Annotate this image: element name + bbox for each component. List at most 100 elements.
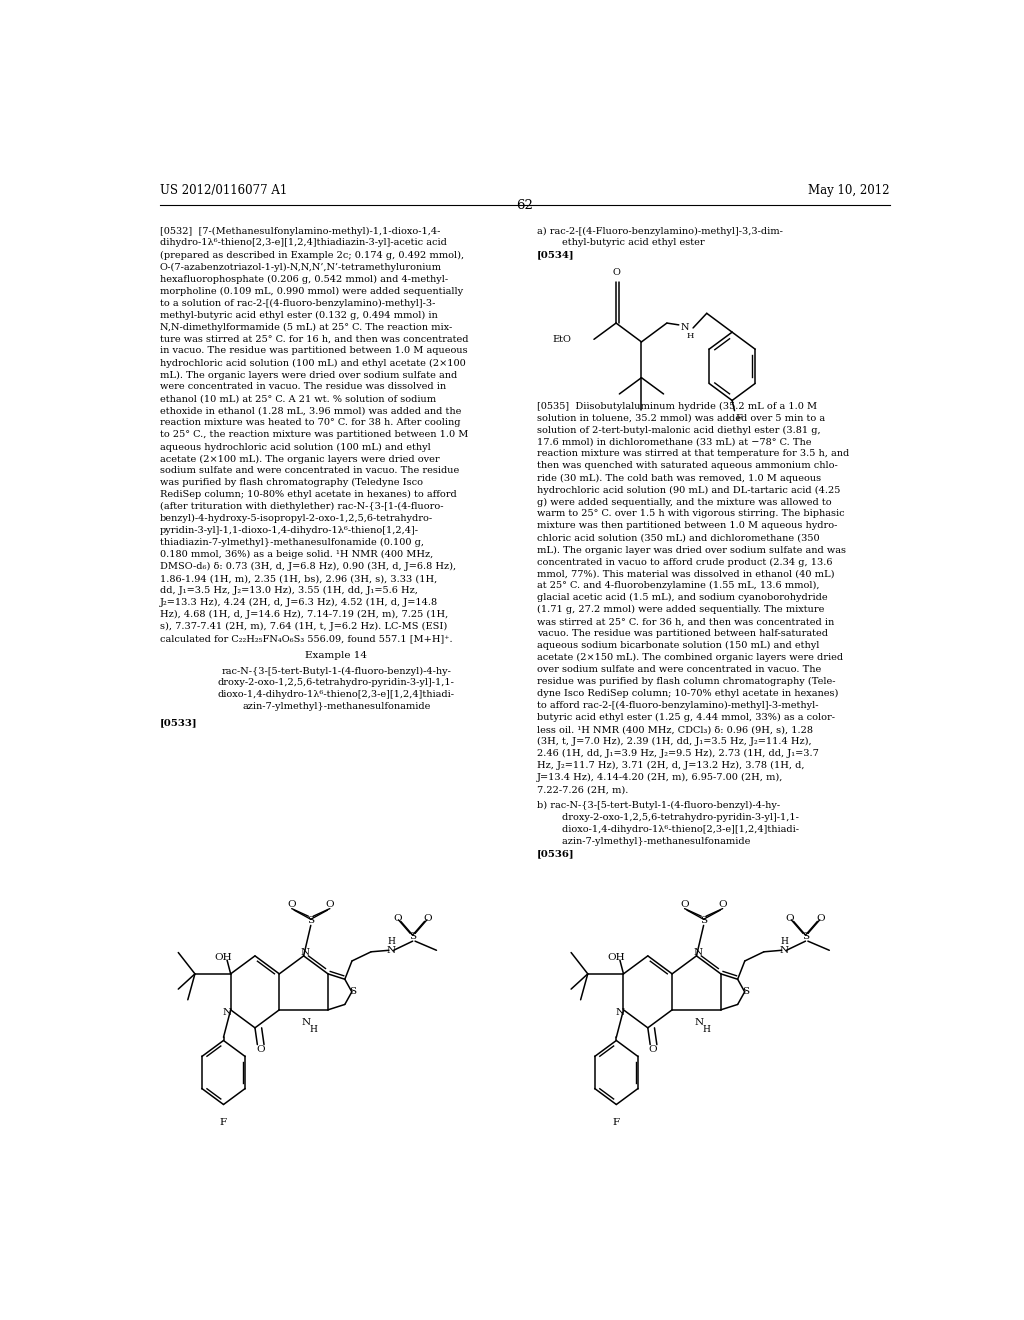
Text: N: N [615, 1008, 625, 1018]
Text: vacuo. The residue was partitioned between half-saturated: vacuo. The residue was partitioned betwe… [537, 630, 827, 639]
Text: thiadiazin-7-ylmethyl}-methanesulfonamide (0.100 g,: thiadiazin-7-ylmethyl}-methanesulfonamid… [160, 539, 424, 548]
Text: H: H [780, 937, 788, 945]
Text: hexafluorophosphate (0.206 g, 0.542 mmol) and 4-methyl-: hexafluorophosphate (0.206 g, 0.542 mmol… [160, 275, 447, 284]
Text: a) rac-2-[(4-Fluoro-benzylamino)-methyl]-3,3-dim-: a) rac-2-[(4-Fluoro-benzylamino)-methyl]… [537, 227, 782, 236]
Text: 17.6 mmol) in dichloromethane (33 mL) at −78° C. The: 17.6 mmol) in dichloromethane (33 mL) at… [537, 437, 811, 446]
Text: acetate (2×150 mL). The combined organic layers were dried: acetate (2×150 mL). The combined organic… [537, 653, 843, 663]
Text: [0536]: [0536] [537, 849, 574, 858]
Text: (after trituration with diethylether) rac-N-{3-[1-(4-fluoro-: (after trituration with diethylether) ra… [160, 503, 443, 511]
Text: ture was stirred at 25° C. for 16 h, and then was concentrated: ture was stirred at 25° C. for 16 h, and… [160, 334, 468, 343]
Text: O: O [785, 913, 795, 923]
Text: OH: OH [215, 953, 232, 961]
Text: OH: OH [607, 953, 625, 961]
Text: N: N [222, 1008, 231, 1018]
Text: dd, J₁=3.5 Hz, J₂=13.0 Hz), 3.55 (1H, dd, J₁=5.6 Hz,: dd, J₁=3.5 Hz, J₂=13.0 Hz), 3.55 (1H, dd… [160, 586, 418, 595]
Text: droxy-2-oxo-1,2,5,6-tetrahydro-pyridin-3-yl]-1,1-: droxy-2-oxo-1,2,5,6-tetrahydro-pyridin-3… [218, 678, 455, 688]
Text: chloric acid solution (350 mL) and dichloromethane (350: chloric acid solution (350 mL) and dichl… [537, 533, 819, 543]
Text: O: O [326, 899, 334, 908]
Text: F: F [735, 414, 742, 424]
Text: hydrochloric acid solution (100 mL) and ethyl acetate (2×100: hydrochloric acid solution (100 mL) and … [160, 359, 466, 367]
Text: at 25° C. and 4-fluorobenzylamine (1.55 mL, 13.6 mmol),: at 25° C. and 4-fluorobenzylamine (1.55 … [537, 581, 819, 590]
Text: dyne Isco RediSep column; 10-70% ethyl acetate in hexanes): dyne Isco RediSep column; 10-70% ethyl a… [537, 689, 838, 698]
Text: 0.180 mmol, 36%) as a beige solid. ¹H NMR (400 MHz,: 0.180 mmol, 36%) as a beige solid. ¹H NM… [160, 550, 433, 560]
Text: May 10, 2012: May 10, 2012 [808, 183, 890, 197]
Text: S: S [700, 916, 708, 925]
Text: less oil. ¹H NMR (400 MHz, CDCl₃) δ: 0.96 (9H, s), 1.28: less oil. ¹H NMR (400 MHz, CDCl₃) δ: 0.9… [537, 725, 813, 734]
Text: hydrochloric acid solution (90 mL) and DL-tartaric acid (4.25: hydrochloric acid solution (90 mL) and D… [537, 486, 840, 495]
Text: N: N [779, 946, 788, 954]
Text: in vacuo. The residue was partitioned between 1.0 M aqueous: in vacuo. The residue was partitioned be… [160, 346, 467, 355]
Text: Hz), 4.68 (1H, d, J=14.6 Hz), 7.14-7.19 (2H, m), 7.25 (1H,: Hz), 4.68 (1H, d, J=14.6 Hz), 7.14-7.19 … [160, 610, 447, 619]
Text: dihydro-1λ⁶-thieno[2,3-e][1,2,4]thiadiazin-3-yl]-acetic acid: dihydro-1λ⁶-thieno[2,3-e][1,2,4]thiadiaz… [160, 239, 446, 247]
Text: N: N [387, 946, 396, 954]
Text: residue was purified by flash column chromatography (Tele-: residue was purified by flash column chr… [537, 677, 836, 686]
Text: b) rac-N-{3-[5-tert-Butyl-1-(4-fluoro-benzyl)-4-hy-: b) rac-N-{3-[5-tert-Butyl-1-(4-fluoro-be… [537, 801, 780, 810]
Text: reaction mixture was stirred at that temperature for 3.5 h, and: reaction mixture was stirred at that tem… [537, 449, 849, 458]
Text: s), 7.37-7.41 (2H, m), 7.64 (1H, t, J=6.2 Hz). LC-MS (ESI): s), 7.37-7.41 (2H, m), 7.64 (1H, t, J=6.… [160, 622, 447, 631]
Text: [0532]  [7-(Methanesulfonylamino-methyl)-1,1-dioxo-1,4-: [0532] [7-(Methanesulfonylamino-methyl)-… [160, 227, 440, 236]
Text: ethoxide in ethanol (1.28 mL, 3.96 mmol) was added and the: ethoxide in ethanol (1.28 mL, 3.96 mmol)… [160, 407, 461, 416]
Text: N: N [693, 948, 702, 957]
Text: rac-N-{3-[5-tert-Butyl-1-(4-fluoro-benzyl)-4-hy-: rac-N-{3-[5-tert-Butyl-1-(4-fluoro-benzy… [221, 667, 452, 676]
Text: N: N [681, 323, 689, 333]
Text: N: N [301, 1018, 310, 1027]
Text: acetate (2×100 mL). The organic layers were dried over: acetate (2×100 mL). The organic layers w… [160, 454, 439, 463]
Text: H: H [702, 1026, 710, 1034]
Text: [0534]: [0534] [537, 251, 574, 260]
Text: O: O [817, 913, 825, 923]
Text: Hz, J₂=11.7 Hz), 3.71 (2H, d, J=13.2 Hz), 3.78 (1H, d,: Hz, J₂=11.7 Hz), 3.71 (2H, d, J=13.2 Hz)… [537, 762, 804, 771]
Text: droxy-2-oxo-1,2,5,6-tetrahydro-pyridin-3-yl]-1,1-: droxy-2-oxo-1,2,5,6-tetrahydro-pyridin-3… [537, 813, 799, 822]
Text: N: N [694, 1018, 703, 1027]
Text: Example 14: Example 14 [305, 651, 368, 660]
Text: H: H [387, 937, 395, 945]
Text: butyric acid ethyl ester (1.25 g, 4.44 mmol, 33%) as a color-: butyric acid ethyl ester (1.25 g, 4.44 m… [537, 713, 835, 722]
Text: to afford rac-2-[(4-fluoro-benzylamino)-methyl]-3-methyl-: to afford rac-2-[(4-fluoro-benzylamino)-… [537, 701, 818, 710]
Text: were concentrated in vacuo. The residue was dissolved in: were concentrated in vacuo. The residue … [160, 383, 445, 392]
Text: O-(7-azabenzotriazol-1-yl)-N,N,N’,N’-tetramethyluronium: O-(7-azabenzotriazol-1-yl)-N,N,N’,N’-tet… [160, 263, 441, 272]
Text: [0535]  Diisobutylaluminum hydride (35.2 mL of a 1.0 M: [0535] Diisobutylaluminum hydride (35.2 … [537, 401, 817, 411]
Text: N,N-dimethylformamide (5 mL) at 25° C. The reaction mix-: N,N-dimethylformamide (5 mL) at 25° C. T… [160, 322, 452, 331]
Text: J₂=13.3 Hz), 4.24 (2H, d, J=6.3 Hz), 4.52 (1H, d, J=14.8: J₂=13.3 Hz), 4.24 (2H, d, J=6.3 Hz), 4.5… [160, 598, 438, 607]
Text: dioxo-1,4-dihydro-1λ⁶-thieno[2,3-e][1,2,4]thiadi-: dioxo-1,4-dihydro-1λ⁶-thieno[2,3-e][1,2,… [537, 825, 799, 834]
Text: methyl-butyric acid ethyl ester (0.132 g, 0.494 mmol) in: methyl-butyric acid ethyl ester (0.132 g… [160, 310, 437, 319]
Text: (3H, t, J=7.0 Hz), 2.39 (1H, dd, J₁=3.5 Hz, J₂=11.4 Hz),: (3H, t, J=7.0 Hz), 2.39 (1H, dd, J₁=3.5 … [537, 738, 811, 746]
Text: F: F [220, 1118, 227, 1127]
Text: solution in toluene, 35.2 mmol) was added over 5 min to a: solution in toluene, 35.2 mmol) was adde… [537, 413, 824, 422]
Text: pyridin-3-yl]-1,1-dioxo-1,4-dihydro-1λ⁶-thieno[1,2,4]-: pyridin-3-yl]-1,1-dioxo-1,4-dihydro-1λ⁶-… [160, 527, 419, 536]
Text: calculated for C₂₂H₂₅FN₄O₆S₃ 556.09, found 557.1 [M+H]⁺.: calculated for C₂₂H₂₅FN₄O₆S₃ 556.09, fou… [160, 635, 453, 643]
Text: S: S [349, 987, 356, 997]
Text: O: O [649, 1044, 657, 1053]
Text: S: S [742, 987, 750, 997]
Text: (1.71 g, 27.2 mmol) were added sequentially. The mixture: (1.71 g, 27.2 mmol) were added sequentia… [537, 606, 824, 615]
Text: O: O [288, 899, 296, 908]
Text: mL). The organic layers were dried over sodium sulfate and: mL). The organic layers were dried over … [160, 371, 457, 380]
Text: US 2012/0116077 A1: US 2012/0116077 A1 [160, 183, 287, 197]
Text: EtO: EtO [553, 335, 571, 343]
Text: S: S [410, 932, 416, 941]
Text: O: O [719, 899, 727, 908]
Text: mixture was then partitioned between 1.0 M aqueous hydro-: mixture was then partitioned between 1.0… [537, 521, 837, 531]
Text: mL). The organic layer was dried over sodium sulfate and was: mL). The organic layer was dried over so… [537, 545, 846, 554]
Text: over sodium sulfate and were concentrated in vacuo. The: over sodium sulfate and were concentrate… [537, 665, 821, 675]
Text: warm to 25° C. over 1.5 h with vigorous stirring. The biphasic: warm to 25° C. over 1.5 h with vigorous … [537, 510, 845, 519]
Text: to 25° C., the reaction mixture was partitioned between 1.0 M: to 25° C., the reaction mixture was part… [160, 430, 468, 440]
Text: aqueous sodium bicarbonate solution (150 mL) and ethyl: aqueous sodium bicarbonate solution (150… [537, 642, 819, 651]
Text: morpholine (0.109 mL, 0.990 mmol) were added sequentially: morpholine (0.109 mL, 0.990 mmol) were a… [160, 286, 463, 296]
Text: [0533]: [0533] [160, 718, 198, 727]
Text: was purified by flash chromatography (Teledyne Isco: was purified by flash chromatography (Te… [160, 478, 423, 487]
Text: ethanol (10 mL) at 25° C. A 21 wt. % solution of sodium: ethanol (10 mL) at 25° C. A 21 wt. % sol… [160, 395, 436, 404]
Text: O: O [612, 268, 620, 277]
Text: N: N [300, 948, 309, 957]
Text: was stirred at 25° C. for 36 h, and then was concentrated in: was stirred at 25° C. for 36 h, and then… [537, 618, 834, 627]
Text: solution of 2-tert-butyl-malonic acid diethyl ester (3.81 g,: solution of 2-tert-butyl-malonic acid di… [537, 425, 820, 434]
Text: dioxo-1,4-dihydro-1λ⁶-thieno[2,3-e][1,2,4]thiadi-: dioxo-1,4-dihydro-1λ⁶-thieno[2,3-e][1,2,… [218, 690, 455, 700]
Text: 2.46 (1H, dd, J₁=3.9 Hz, J₂=9.5 Hz), 2.73 (1H, dd, J₁=3.7: 2.46 (1H, dd, J₁=3.9 Hz, J₂=9.5 Hz), 2.7… [537, 750, 818, 759]
Text: reaction mixture was heated to 70° C. for 38 h. After cooling: reaction mixture was heated to 70° C. fo… [160, 418, 460, 428]
Text: H: H [309, 1026, 317, 1034]
Text: ride (30 mL). The cold bath was removed, 1.0 M aqueous: ride (30 mL). The cold bath was removed,… [537, 474, 821, 483]
Text: then was quenched with saturated aqueous ammonium chlo-: then was quenched with saturated aqueous… [537, 462, 838, 470]
Text: 7.22-7.26 (2H, m).: 7.22-7.26 (2H, m). [537, 785, 628, 795]
Text: H: H [687, 333, 694, 341]
Text: 62: 62 [516, 199, 534, 213]
Text: 1.86-1.94 (1H, m), 2.35 (1H, bs), 2.96 (3H, s), 3.33 (1H,: 1.86-1.94 (1H, m), 2.35 (1H, bs), 2.96 (… [160, 574, 437, 583]
